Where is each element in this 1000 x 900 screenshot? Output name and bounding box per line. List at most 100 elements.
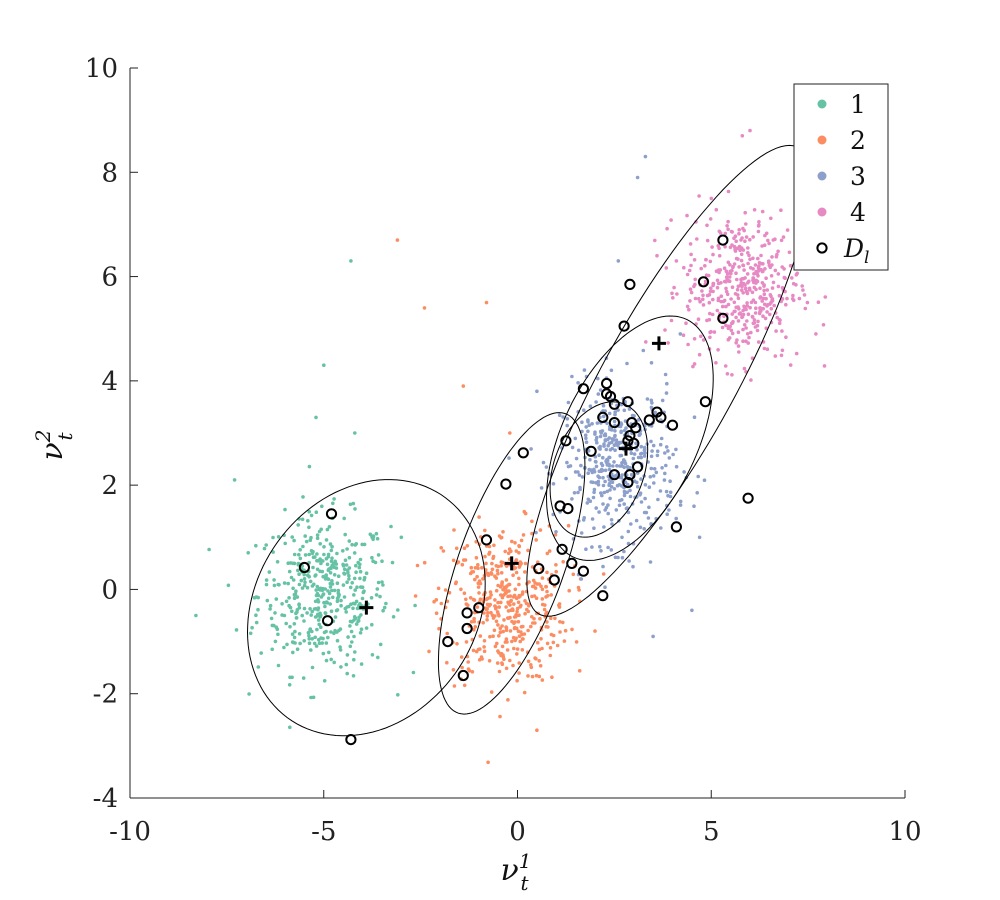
data-point xyxy=(557,605,562,609)
data-point xyxy=(390,560,395,565)
data-point xyxy=(306,573,310,577)
data-point xyxy=(314,644,319,648)
data-point xyxy=(273,639,278,644)
data-point xyxy=(736,330,741,335)
data-point xyxy=(460,562,465,567)
data-point xyxy=(471,570,476,574)
x-tick-label: -10 xyxy=(109,817,151,847)
data-point xyxy=(523,561,528,566)
data-point xyxy=(580,420,584,425)
data-point xyxy=(601,483,606,488)
data-point xyxy=(326,589,330,593)
data-point xyxy=(742,366,747,371)
data-point xyxy=(501,629,506,634)
data-point xyxy=(355,585,359,589)
data-point xyxy=(724,275,729,280)
data-point xyxy=(330,556,334,560)
data-point xyxy=(347,577,351,581)
data-point xyxy=(642,454,647,458)
data-point xyxy=(755,323,760,328)
data-point xyxy=(360,596,365,601)
data-point xyxy=(378,594,382,599)
data-point xyxy=(576,448,581,453)
data-point xyxy=(778,318,782,323)
data-point xyxy=(288,725,292,730)
data-point xyxy=(316,618,321,622)
data-point xyxy=(487,544,492,549)
y-tick-label: 4 xyxy=(101,367,118,397)
data-point xyxy=(739,280,744,285)
data-point xyxy=(765,310,769,314)
data-point xyxy=(735,287,740,292)
data-point xyxy=(605,459,610,463)
data-point xyxy=(273,611,277,615)
data-point xyxy=(594,464,599,469)
data-point xyxy=(737,228,741,232)
data-point xyxy=(362,589,366,593)
data-point xyxy=(488,590,493,594)
data-point xyxy=(761,269,765,274)
data-point xyxy=(485,614,490,618)
data-point xyxy=(306,630,311,635)
data-point xyxy=(791,281,796,286)
data-point xyxy=(617,483,622,487)
data-point xyxy=(488,595,492,600)
data-point xyxy=(348,502,353,507)
data-point xyxy=(447,590,452,595)
data-point xyxy=(549,616,553,620)
data-point xyxy=(626,529,631,534)
data-point xyxy=(315,552,319,556)
data-point xyxy=(734,315,738,320)
labeled-point xyxy=(608,469,621,481)
data-point xyxy=(776,249,780,254)
data-point xyxy=(482,645,486,649)
data-point xyxy=(561,560,565,564)
data-point xyxy=(521,637,525,641)
data-point xyxy=(697,352,702,357)
data-point xyxy=(272,583,277,588)
data-point xyxy=(523,611,527,616)
data-point xyxy=(286,581,291,586)
data-point xyxy=(574,456,579,461)
data-point xyxy=(663,451,667,455)
data-point xyxy=(769,306,774,311)
data-point xyxy=(622,489,627,494)
data-point xyxy=(596,482,601,487)
data-point xyxy=(373,560,378,565)
data-point xyxy=(488,602,493,607)
data-point xyxy=(649,361,654,365)
data-point xyxy=(765,288,770,292)
data-point xyxy=(647,505,651,510)
data-point xyxy=(719,281,723,285)
data-point xyxy=(613,448,617,453)
data-point xyxy=(701,303,706,307)
data-point xyxy=(303,534,308,538)
legend-label-1: 1 xyxy=(850,90,866,119)
data-point xyxy=(561,620,565,625)
data-point xyxy=(313,635,318,640)
data-point xyxy=(483,528,487,533)
data-point xyxy=(488,634,492,639)
data-point xyxy=(338,627,343,631)
data-point xyxy=(586,471,590,476)
data-point xyxy=(665,226,669,231)
data-point xyxy=(762,243,767,247)
data-point xyxy=(651,443,656,448)
data-point xyxy=(730,230,734,234)
data-point xyxy=(561,415,565,419)
data-point xyxy=(518,639,522,644)
data-point xyxy=(545,570,549,575)
data-point xyxy=(553,533,558,537)
data-point xyxy=(445,660,449,665)
data-point xyxy=(534,538,538,542)
data-point xyxy=(499,571,504,575)
data-point xyxy=(816,300,821,305)
data-point xyxy=(616,555,620,560)
data-point xyxy=(558,630,562,634)
data-point xyxy=(770,255,774,259)
data-point xyxy=(353,588,358,592)
data-point xyxy=(752,272,756,276)
data-point xyxy=(297,572,301,576)
data-point xyxy=(708,311,712,316)
data-point xyxy=(564,476,568,481)
